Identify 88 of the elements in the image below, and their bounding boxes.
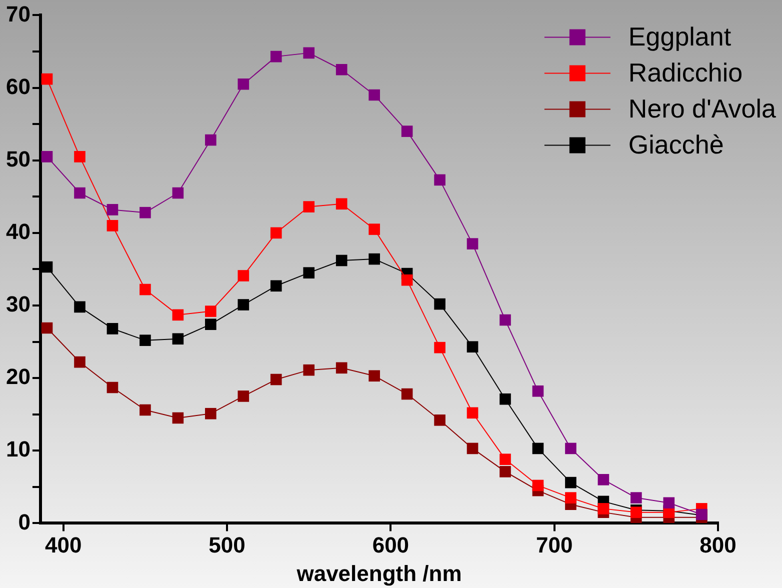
point [434, 414, 446, 426]
point [205, 306, 216, 317]
point [172, 309, 184, 321]
point [500, 314, 511, 326]
point [565, 492, 576, 504]
point [172, 187, 184, 199]
point [140, 334, 151, 346]
point [532, 480, 544, 492]
x-tick-label: 500 [208, 532, 246, 558]
point [434, 174, 446, 186]
point [303, 47, 315, 59]
point [238, 78, 250, 90]
point [106, 204, 118, 216]
point [565, 476, 576, 488]
y-tick-label: 70 [6, 1, 30, 26]
x-tick-label: 400 [45, 532, 82, 558]
point [270, 227, 282, 239]
point [336, 362, 348, 374]
point [663, 497, 675, 509]
point [500, 454, 511, 465]
point [238, 270, 250, 282]
x-tick-label: 800 [700, 532, 736, 558]
point [106, 382, 118, 394]
point [41, 151, 53, 162]
point [74, 301, 86, 313]
point [106, 220, 118, 232]
legend-label: Radicchio [628, 57, 743, 88]
point [368, 370, 380, 382]
point [466, 407, 478, 419]
legend-label: Nero d'Avola [628, 93, 777, 124]
point [630, 506, 642, 518]
y-tick-label: 60 [6, 74, 30, 99]
point [74, 356, 86, 368]
point [368, 89, 380, 101]
x-axis-title: wavelength /nm [296, 560, 462, 586]
point [238, 299, 250, 310]
point [598, 503, 610, 514]
point [303, 201, 315, 212]
y-tick-label: 50 [6, 146, 30, 172]
point [466, 341, 478, 353]
point [336, 64, 348, 76]
y-tick-label: 40 [6, 218, 30, 244]
point [205, 318, 216, 330]
point [303, 267, 315, 278]
point [140, 404, 151, 416]
point [336, 198, 348, 210]
point [466, 442, 478, 454]
point [74, 187, 86, 199]
point [401, 126, 413, 137]
point [205, 134, 216, 146]
point [565, 442, 576, 454]
legend-label: Eggplant [628, 21, 732, 52]
point [598, 474, 610, 486]
point [630, 492, 642, 504]
point [41, 261, 53, 273]
point [172, 412, 184, 424]
y-tick-label: 30 [6, 292, 30, 317]
point [270, 280, 282, 292]
point [270, 50, 282, 62]
point [434, 298, 446, 310]
point [532, 385, 544, 397]
point [270, 374, 282, 386]
point [368, 253, 380, 265]
x-tick-label: 700 [536, 532, 573, 558]
point [466, 238, 478, 250]
y-tick-label: 0 [18, 509, 30, 534]
point [336, 254, 348, 266]
point [205, 408, 216, 420]
point [74, 151, 86, 162]
point [303, 364, 315, 376]
point [172, 333, 184, 345]
point [401, 274, 413, 286]
point [434, 342, 446, 354]
point [500, 393, 511, 405]
point [140, 206, 151, 218]
y-tick-label: 20 [6, 364, 30, 390]
point [106, 323, 118, 334]
point [500, 466, 511, 478]
y-tick-label: 10 [6, 436, 30, 462]
point [140, 284, 151, 296]
point [41, 73, 53, 85]
point [532, 442, 544, 454]
point [41, 322, 53, 334]
point [238, 390, 250, 402]
point [401, 388, 413, 400]
x-tick-label: 600 [372, 532, 410, 558]
point [368, 224, 380, 235]
legend-label: Giacchè [628, 129, 724, 160]
